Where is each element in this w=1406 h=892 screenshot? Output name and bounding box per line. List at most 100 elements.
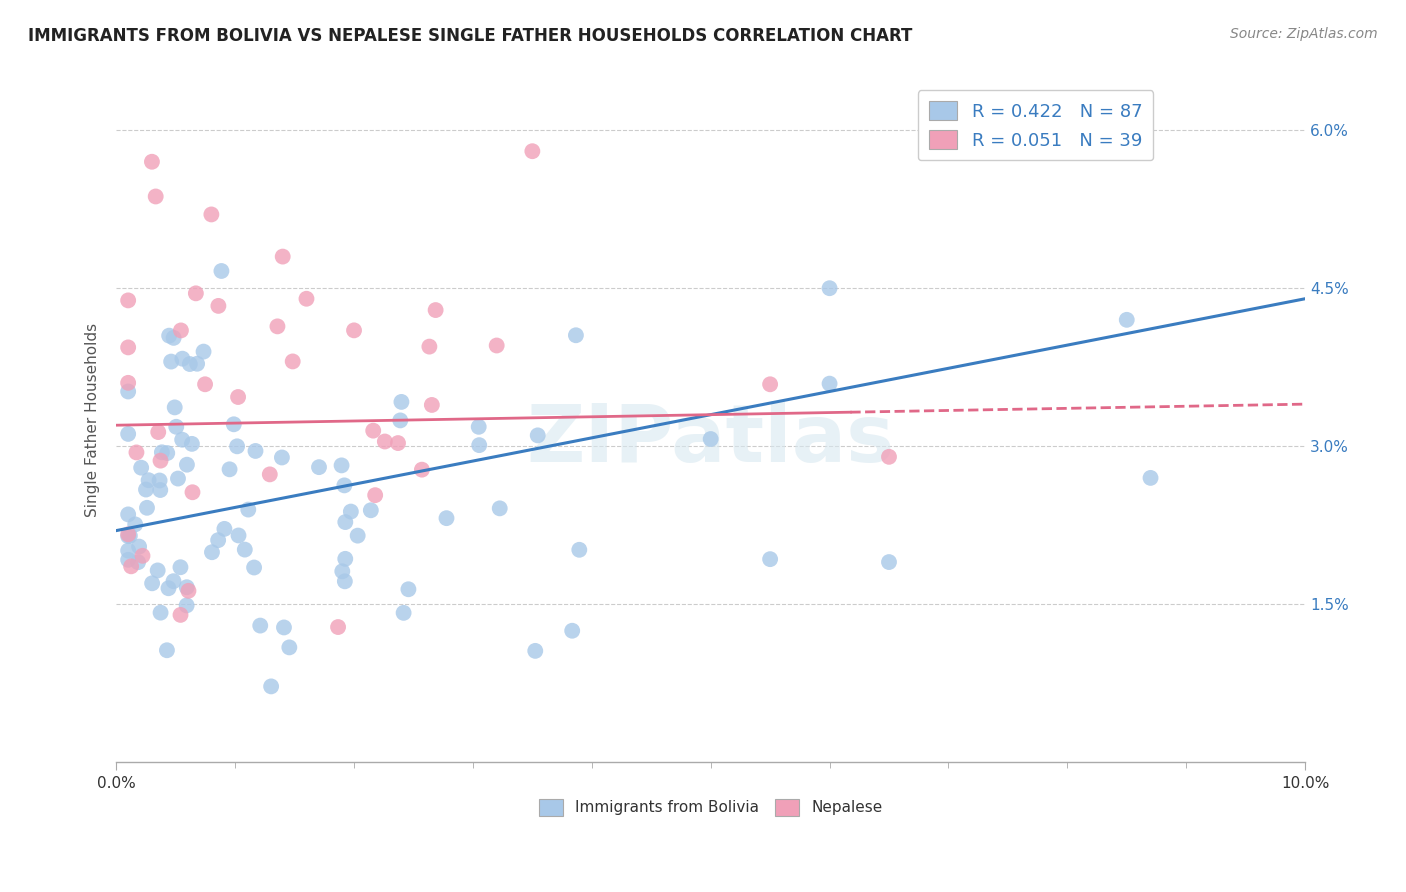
Point <box>308 460 330 475</box>
Point <box>149 453 172 467</box>
Y-axis label: Single Father Households: Single Father Households <box>86 323 100 517</box>
Legend: Immigrants from Bolivia, Nepalese: Immigrants from Bolivia, Nepalese <box>531 791 890 823</box>
Point <box>330 458 353 473</box>
Point <box>117 340 139 354</box>
Point <box>186 357 208 371</box>
Point <box>522 145 544 159</box>
Point <box>259 467 281 482</box>
Point <box>138 473 160 487</box>
Point <box>568 542 591 557</box>
Point <box>238 502 260 516</box>
Point <box>165 419 187 434</box>
Point <box>364 488 387 502</box>
Point <box>209 264 232 278</box>
Point <box>759 552 782 566</box>
Point <box>169 607 191 622</box>
Point <box>818 376 841 391</box>
Point <box>163 401 186 415</box>
Point <box>278 640 301 655</box>
Point <box>271 250 294 264</box>
Point <box>389 413 412 427</box>
Point <box>117 529 139 543</box>
Point <box>330 564 353 578</box>
Point <box>335 551 357 566</box>
Point <box>360 503 382 517</box>
Point <box>411 463 433 477</box>
Point <box>200 207 222 221</box>
Point <box>387 436 409 450</box>
Point <box>391 395 413 409</box>
Point <box>169 560 191 574</box>
Point <box>218 462 240 476</box>
Point <box>167 471 190 485</box>
Point <box>222 417 245 432</box>
Point <box>176 458 198 472</box>
Point <box>172 351 194 366</box>
Point <box>148 425 170 439</box>
Text: ZIPatlas: ZIPatlas <box>527 401 894 480</box>
Point <box>117 508 139 522</box>
Point <box>214 522 236 536</box>
Point <box>281 354 304 368</box>
Point <box>249 618 271 632</box>
Point <box>146 563 169 577</box>
Point <box>488 501 510 516</box>
Point <box>260 679 283 693</box>
Point <box>117 384 139 399</box>
Point <box>194 377 217 392</box>
Text: IMMIGRANTS FROM BOLIVIA VS NEPALESE SINGLE FATHER HOUSEHOLDS CORRELATION CHART: IMMIGRANTS FROM BOLIVIA VS NEPALESE SING… <box>28 27 912 45</box>
Point <box>468 438 491 452</box>
Point <box>346 528 368 542</box>
Point <box>418 340 440 354</box>
Point <box>226 439 249 453</box>
Point <box>181 485 204 500</box>
Point <box>149 483 172 497</box>
Point <box>125 445 148 459</box>
Point <box>149 474 172 488</box>
Point <box>117 426 139 441</box>
Point <box>156 446 179 460</box>
Point <box>243 560 266 574</box>
Point <box>135 483 157 497</box>
Point <box>233 542 256 557</box>
Point <box>335 515 357 529</box>
Point <box>136 500 159 515</box>
Point <box>160 354 183 368</box>
Point <box>436 511 458 525</box>
Point <box>170 323 193 337</box>
Point <box>425 303 447 318</box>
Point <box>526 428 548 442</box>
Point <box>131 549 153 563</box>
Point <box>179 357 201 371</box>
Point <box>245 444 267 458</box>
Point <box>333 478 356 492</box>
Point <box>273 620 295 634</box>
Point <box>877 555 900 569</box>
Point <box>180 437 202 451</box>
Point <box>172 433 194 447</box>
Text: Source: ZipAtlas.com: Source: ZipAtlas.com <box>1230 27 1378 41</box>
Point <box>150 445 173 459</box>
Point <box>759 377 782 392</box>
Point <box>1115 313 1137 327</box>
Point <box>145 189 167 203</box>
Point <box>333 574 356 589</box>
Point <box>343 323 366 337</box>
Point <box>162 574 184 589</box>
Point <box>156 643 179 657</box>
Point <box>117 293 139 308</box>
Point <box>177 583 200 598</box>
Point <box>271 450 294 465</box>
Point <box>201 545 224 559</box>
Point <box>118 529 141 543</box>
Point <box>561 624 583 638</box>
Point <box>162 331 184 345</box>
Point <box>266 319 288 334</box>
Point <box>877 450 900 464</box>
Point <box>127 555 149 569</box>
Point <box>149 606 172 620</box>
Point <box>392 606 415 620</box>
Point <box>157 328 180 343</box>
Point <box>565 328 588 343</box>
Point <box>117 553 139 567</box>
